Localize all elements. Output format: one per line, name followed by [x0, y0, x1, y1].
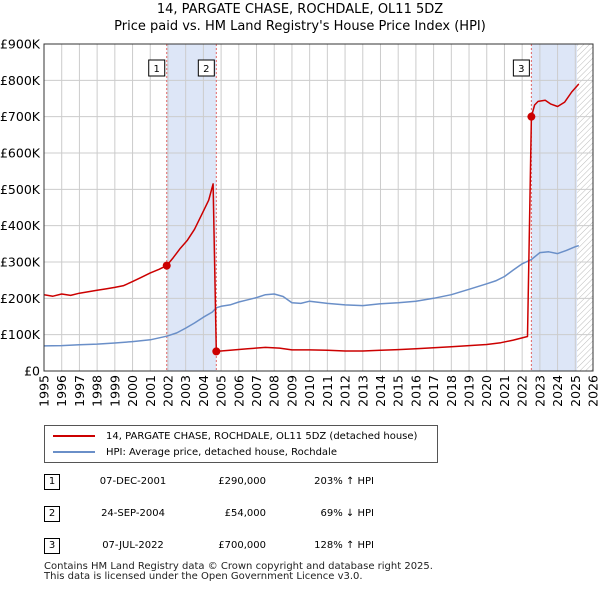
- sale-3-marker-box: [512, 59, 530, 77]
- legend-property-label: 14, PARGATE CHASE, ROCHDALE, OL11 5DZ (d…: [106, 430, 418, 442]
- y-tick-label: £700K: [0, 109, 41, 124]
- sale-number: 3: [44, 538, 60, 554]
- legend-item-hpi: HPI: Average price, detached house, Roch…: [53, 444, 337, 460]
- y-tick-label: £100K: [0, 327, 41, 342]
- x-tick-label: 2019: [462, 375, 477, 407]
- x-tick-label: 1995: [37, 375, 52, 407]
- x-tick-label: 2021: [497, 375, 512, 407]
- x-tick-label: 2018: [444, 375, 459, 407]
- x-tick-label: 2020: [479, 375, 494, 407]
- x-tick-label: 2014: [373, 375, 388, 407]
- sale-price: £290,000: [218, 476, 266, 487]
- sale-date: 07-DEC-2001: [99, 476, 167, 487]
- x-tick-label: 2000: [125, 375, 140, 407]
- x-tick-label: 2016: [408, 375, 423, 407]
- x-tick-label: 1996: [54, 375, 69, 407]
- sale-1-point: [162, 261, 171, 270]
- x-tick-label: 2013: [355, 375, 370, 407]
- sale-hpi-diff: 69% ↓ HPI: [320, 508, 374, 519]
- y-tick-label: £800K: [0, 73, 41, 88]
- chart-subtitle: Price paid vs. HM Land Registry's House …: [114, 19, 486, 34]
- x-tick-label: 2023: [532, 375, 547, 407]
- x-tick-label: 2017: [426, 375, 441, 407]
- sale-date: 07-JUL-2022: [102, 540, 164, 551]
- sale-number: 2: [44, 506, 60, 522]
- y-tick-label: £400K: [0, 218, 41, 233]
- footer: Contains HM Land Registry data © Crown c…: [44, 562, 433, 582]
- legend-hpi-label: HPI: Average price, detached house, Roch…: [106, 446, 337, 458]
- x-tick-label: 1999: [107, 375, 122, 407]
- footer-copyright: Contains HM Land Registry data © Crown c…: [44, 561, 433, 572]
- x-tick-label: 2004: [196, 375, 211, 407]
- sale-3-point: [527, 112, 536, 121]
- property-price-line: [44, 83, 580, 353]
- x-tick-label: 2024: [550, 375, 565, 407]
- x-tick-label: 1997: [72, 375, 87, 407]
- x-tick-label: 2006: [231, 375, 246, 407]
- legend-hpi-swatch: [53, 451, 95, 453]
- sale-number: 1: [44, 474, 60, 490]
- legend: 14, PARGATE CHASE, ROCHDALE, OL11 5DZ (d…: [44, 425, 438, 463]
- sale-hpi-diff: 128% ↑ HPI: [314, 540, 374, 551]
- sale-1-marker-label: 1: [154, 64, 160, 75]
- legend-property-swatch: [53, 435, 95, 437]
- x-tick-label: 2012: [338, 375, 353, 407]
- x-tick-label: 2001: [143, 375, 158, 407]
- x-tick-label: 2025: [568, 375, 583, 407]
- footer-licence: This data is licensed under the Open Gov…: [44, 571, 363, 582]
- sale-1-marker-box: [148, 59, 166, 77]
- y-tick-label: £500K: [0, 182, 41, 197]
- sale-row: 1 07-DEC-2001 £290,000 203% ↑ HPI: [44, 474, 444, 492]
- x-tick-label: 2010: [302, 375, 317, 407]
- y-tick-label: £900K: [0, 37, 41, 52]
- sale-2-marker-box: [197, 59, 215, 77]
- x-tick-label: 1998: [90, 375, 105, 407]
- sale-price: £54,000: [224, 508, 266, 519]
- y-tick-label: £600K: [0, 146, 41, 161]
- price-chart: 1 2 3 £0 £100K £200K £300K £400K £500K £600K £700…: [0, 37, 600, 407]
- plot-frame: [43, 43, 594, 372]
- legend-item-property: 14, PARGATE CHASE, ROCHDALE, OL11 5DZ (d…: [53, 428, 417, 444]
- shaded-period: [531, 44, 578, 371]
- x-tick-label: 2015: [391, 375, 406, 407]
- x-tick-label: 2022: [515, 375, 530, 407]
- x-tick-label: 2026: [586, 375, 600, 407]
- y-tick-label: £300K: [0, 255, 41, 270]
- sale-hpi-diff: 203% ↑ HPI: [314, 476, 374, 487]
- sale-row: 2 24-SEP-2004 £54,000 69% ↓ HPI: [44, 506, 444, 524]
- sale-2-point: [212, 347, 221, 356]
- x-tick-label: 2008: [267, 375, 282, 407]
- x-tick-label: 2007: [249, 375, 264, 407]
- y-tick-label: £200K: [0, 291, 41, 306]
- shaded-period: [166, 44, 217, 371]
- x-tick-label: 2003: [178, 375, 193, 407]
- sale-2-marker-label: 2: [203, 64, 209, 75]
- hpi-line: [44, 244, 580, 347]
- x-tick-label: 2002: [160, 375, 175, 407]
- forecast-hatch: [577, 44, 593, 371]
- y-tick-label: £0: [24, 364, 40, 379]
- x-tick-label: 2005: [214, 375, 229, 407]
- sale-price: £700,000: [218, 540, 266, 551]
- chart-title: 14, PARGATE CHASE, ROCHDALE, OL11 5DZ: [156, 2, 444, 17]
- x-tick-label: 2009: [284, 375, 299, 407]
- x-tick-label: 2011: [320, 375, 335, 407]
- sale-3-marker-label: 3: [518, 64, 524, 75]
- sale-date: 24-SEP-2004: [101, 508, 165, 519]
- sale-row: 3 07-JUL-2022 £700,000 128% ↑ HPI: [44, 538, 444, 556]
